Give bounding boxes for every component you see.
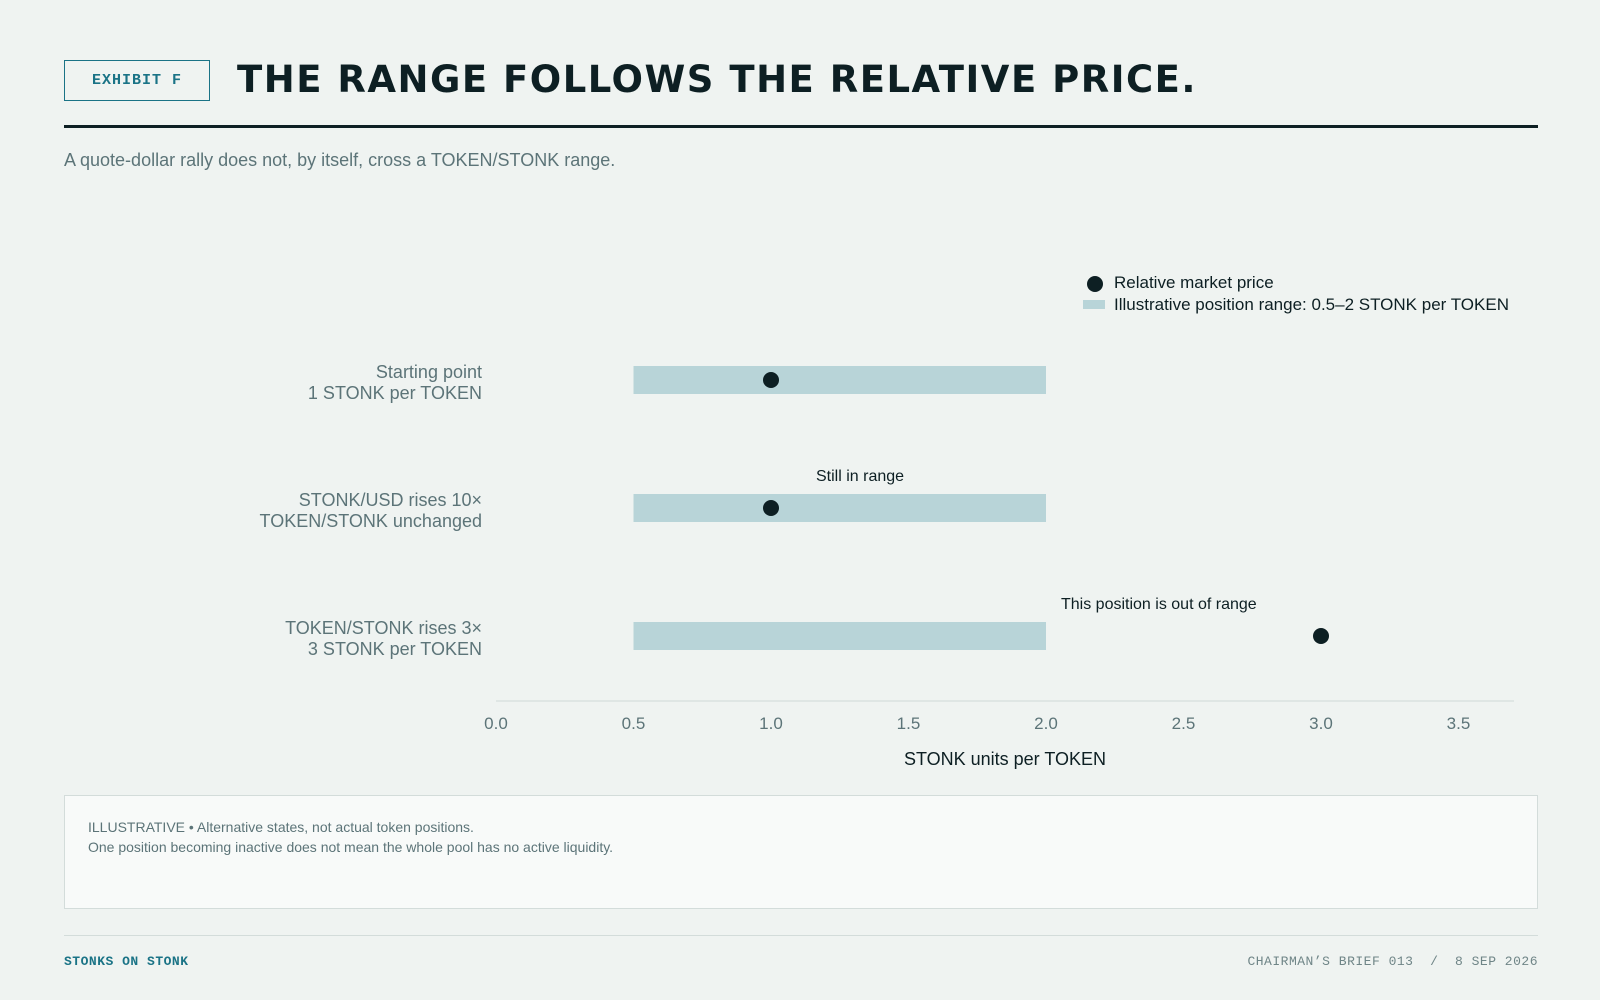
row-label: Starting point (376, 362, 482, 382)
row-sublabel: 1 STONK per TOKEN (308, 383, 482, 403)
range-bar (633, 622, 1046, 650)
legend-label: Relative market price (1114, 273, 1274, 292)
notes-box: ILLUSTRATIVE • Alternative states, not a… (64, 795, 1538, 909)
price-dot (1313, 628, 1329, 644)
x-axis-title: STONK units per TOKEN (904, 749, 1106, 769)
row-sublabel: TOKEN/STONK unchanged (260, 511, 482, 531)
exhibit-tag: EXHIBIT F (64, 60, 210, 101)
x-tick-label: 2.0 (1034, 714, 1058, 733)
row-sublabel: 3 STONK per TOKEN (308, 639, 482, 659)
x-tick-label: 0.0 (484, 714, 508, 733)
title-divider (64, 125, 1538, 128)
price-dot (763, 500, 779, 516)
row-annotation: This position is out of range (1061, 596, 1257, 613)
row-label: STONK/USD rises 10× (299, 490, 482, 510)
row-label: TOKEN/STONK rises 3× (285, 618, 482, 638)
range-bar (633, 494, 1046, 522)
footer-meta: CHAIRMAN’S BRIEF 013 / 8 SEP 2026 (1247, 954, 1538, 969)
page-subtitle: A quote-dollar rally does not, by itself… (64, 150, 616, 170)
note-line-2: One position becoming inactive does not … (88, 839, 614, 855)
price-dot (763, 372, 779, 388)
range-chart: Relative market price Illustrative positi… (260, 273, 1514, 769)
note-line-1: ILLUSTRATIVE • Alternative states, not a… (88, 819, 474, 835)
row-annotation: Still in range (816, 468, 904, 485)
legend-bar-icon (1083, 300, 1105, 309)
x-tick-label: 1.0 (759, 714, 783, 733)
x-tick-label: 2.5 (1172, 714, 1196, 733)
legend-dot-icon (1087, 276, 1103, 292)
x-tick-label: 3.0 (1309, 714, 1333, 733)
legend-label: Illustrative position range: 0.5–2 STONK… (1114, 295, 1509, 314)
page-title: THE RANGE FOLLOWS THE RELATIVE PRICE. (237, 58, 1197, 101)
range-bar (633, 366, 1046, 394)
footer-brand: STONKS ON STONK (64, 954, 189, 969)
x-tick-label: 0.5 (622, 714, 646, 733)
footer-divider (64, 935, 1538, 936)
x-tick-label: 1.5 (897, 714, 921, 733)
x-tick-label: 3.5 (1447, 714, 1471, 733)
